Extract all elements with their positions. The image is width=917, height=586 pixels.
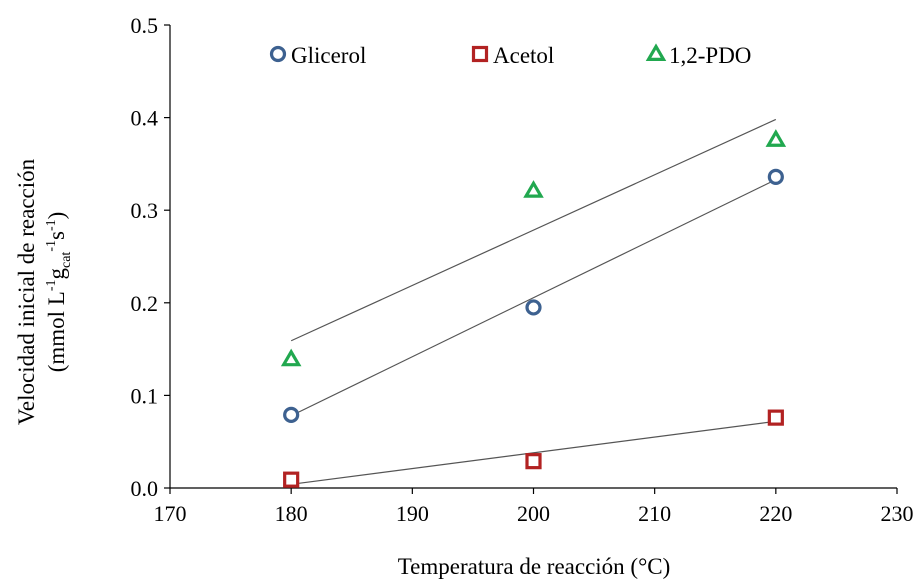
legend-marker-glicerol — [269, 45, 287, 63]
y-axis-title: Velocidad inicial de reacción (mmol L-1g… — [14, 158, 74, 425]
y-axis-title-sup3: -1 — [44, 219, 59, 231]
trendline-acetol — [291, 420, 776, 485]
y-axis-title-close: ) — [44, 212, 69, 220]
x-axis-title: Temperatura de reacción (°C) — [398, 554, 671, 579]
x-tick-label: 190 — [396, 501, 429, 526]
y-tick-label: 0.3 — [131, 198, 159, 223]
legend-label-glicerol: Glicerol — [291, 43, 366, 68]
x-tick-label: 210 — [638, 501, 671, 526]
y-tick-label: 0.1 — [131, 383, 159, 408]
y-tick-label: 0.4 — [131, 106, 159, 131]
data-point-acetol — [767, 409, 784, 426]
data-point-acetol — [525, 453, 542, 470]
trendlines — [290, 118, 777, 485]
axes: 170 180 190 200 210 220 230 0.0 0.1 0.2 0.3 0.4 0.5 — [131, 13, 914, 526]
data-points — [280, 129, 787, 488]
y-axis-title-sup2: -1 — [44, 240, 59, 252]
y-axis-title-open: (mmol L — [44, 291, 69, 372]
legend-marker-acetol — [471, 45, 489, 63]
legend-marker-1-2-pdo — [645, 43, 667, 62]
y-tick-label: 0.2 — [131, 291, 159, 316]
data-point-1-2-pdo — [765, 129, 787, 147]
x-tick-label: 220 — [759, 501, 792, 526]
y-axis-title-sub: cat — [59, 252, 74, 268]
legend-label-acetol: Acetol — [493, 43, 554, 68]
x-tick-label: 170 — [154, 501, 187, 526]
data-point-1-2-pdo — [523, 180, 544, 198]
data-point-acetol — [283, 471, 300, 488]
y-tick-label: 0.5 — [131, 13, 159, 38]
x-tick-label: 230 — [881, 501, 914, 526]
trendline-1-2-pdo — [290, 118, 777, 342]
data-point-glicerol — [767, 168, 784, 185]
y-axis-title-line1: Velocidad inicial de reacción — [14, 158, 39, 425]
legend: Glicerol Acetol 1,2-PDO — [269, 43, 751, 68]
y-tick-label: 0.0 — [131, 476, 159, 501]
data-point-glicerol — [525, 299, 542, 316]
y-axis-title-line2: (mmol L-1gcat-1s-1) — [44, 212, 74, 373]
data-point-1-2-pdo — [280, 348, 302, 367]
data-point-glicerol — [283, 406, 300, 423]
legend-label-1-2-pdo: 1,2-PDO — [669, 43, 751, 68]
y-axis-title-g: g — [44, 267, 69, 279]
y-axis-title-sup1: -1 — [44, 279, 59, 291]
y-axis-title-s: s — [44, 231, 69, 240]
trendline-glicerol — [290, 179, 777, 417]
x-tick-label: 200 — [517, 501, 550, 526]
x-tick-label: 180 — [275, 501, 308, 526]
